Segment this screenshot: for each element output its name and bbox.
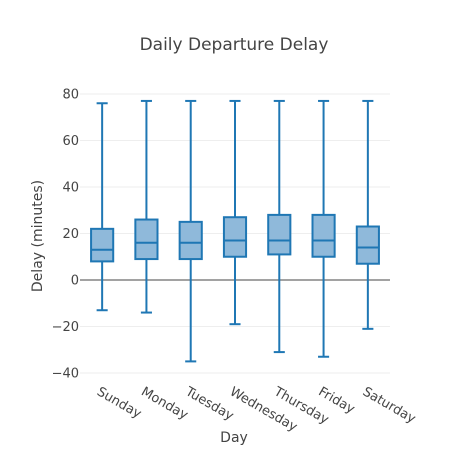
box-monday xyxy=(134,99,159,314)
iqr-box xyxy=(355,225,380,265)
box-thursday xyxy=(267,99,292,354)
y-tick-label: 80 xyxy=(62,87,79,102)
y-tick-label: 20 xyxy=(62,227,79,242)
x-tick-label: Saturday xyxy=(360,384,418,426)
iqr-box xyxy=(311,213,336,258)
box-sunday xyxy=(90,102,115,312)
box-saturday xyxy=(355,99,380,330)
box-tuesday xyxy=(178,99,203,363)
x-tick-label: Sunday xyxy=(94,384,144,421)
y-axis-title: Delay (minutes) xyxy=(30,180,46,292)
iqr-box xyxy=(267,213,292,256)
x-axis-title: Day xyxy=(220,430,248,446)
boxes xyxy=(90,99,380,363)
x-tick-label: Monday xyxy=(138,384,190,423)
y-tick-label: 60 xyxy=(62,134,79,149)
box-wednesday xyxy=(222,99,248,326)
x-axis-ticks: SundayMondayTuesdayWednesdayThursdayFrid… xyxy=(94,384,418,435)
y-axis-ticks: −40 −20 0 20 40 60 80 xyxy=(52,87,79,381)
y-tick-label: −20 xyxy=(52,320,79,335)
chart-title: Daily Departure Delay xyxy=(140,35,329,55)
y-tick-label: 40 xyxy=(62,180,79,195)
iqr-box xyxy=(178,220,203,261)
iqr-box xyxy=(134,218,159,261)
box-friday xyxy=(311,99,336,358)
iqr-box xyxy=(90,227,115,263)
y-tick-label: 0 xyxy=(71,274,79,289)
y-tick-label: −40 xyxy=(52,367,79,382)
iqr-box xyxy=(222,216,248,258)
x-tick-label: Tuesday xyxy=(182,384,236,424)
